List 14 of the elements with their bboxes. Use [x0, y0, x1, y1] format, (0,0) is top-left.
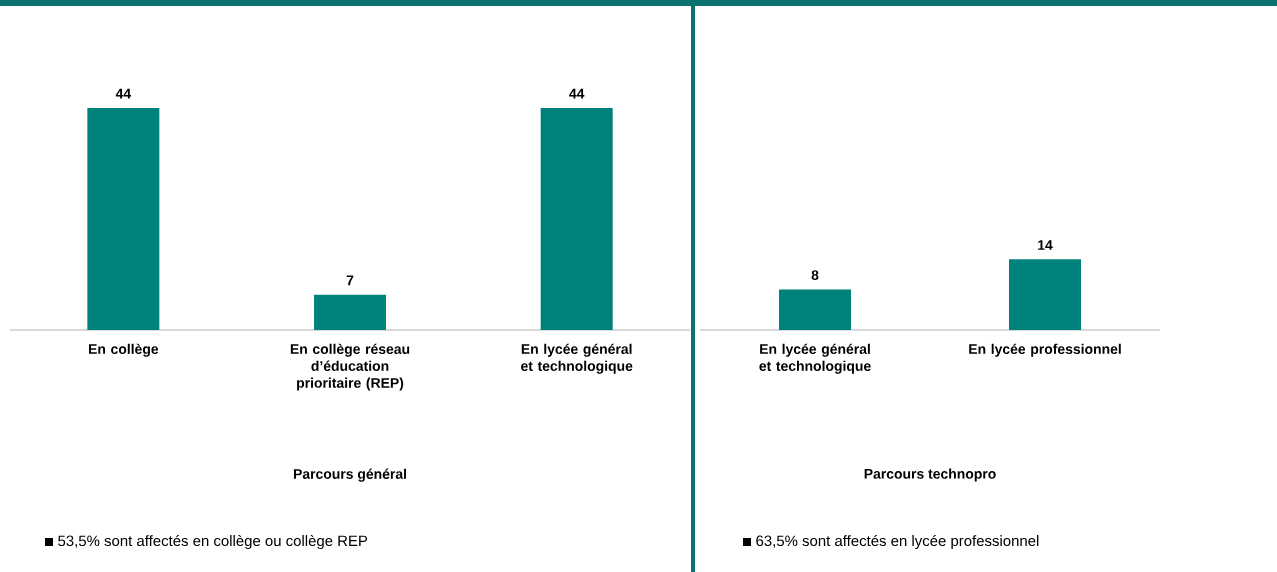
- data-label: 44: [115, 88, 132, 99]
- data-label: 44: [569, 88, 585, 99]
- text: 53,5% sont affectés en collège ou collège REP: [58, 534, 368, 550]
- data-label: 8: [811, 270, 819, 281]
- x-axis-title: Parcours général: [293, 468, 406, 482]
- data-label: 7: [346, 275, 354, 286]
- x-tick-label: En lycée professionnel: [969, 343, 1121, 357]
- x-tick-label: En lycée général et technologique: [759, 343, 871, 374]
- text: 63,5% sont affectés en lycée professionnel: [756, 534, 1039, 550]
- x-tick-label: En collège réseau d’éducation prioritaire (REP): [290, 343, 410, 391]
- x-tick-label: En lycée général et technologique: [521, 343, 633, 374]
- data-label: 14: [1038, 240, 1053, 250]
- x-axis-title: Parcours technopro: [864, 468, 996, 482]
- x-tick-label: En collège: [89, 343, 159, 357]
